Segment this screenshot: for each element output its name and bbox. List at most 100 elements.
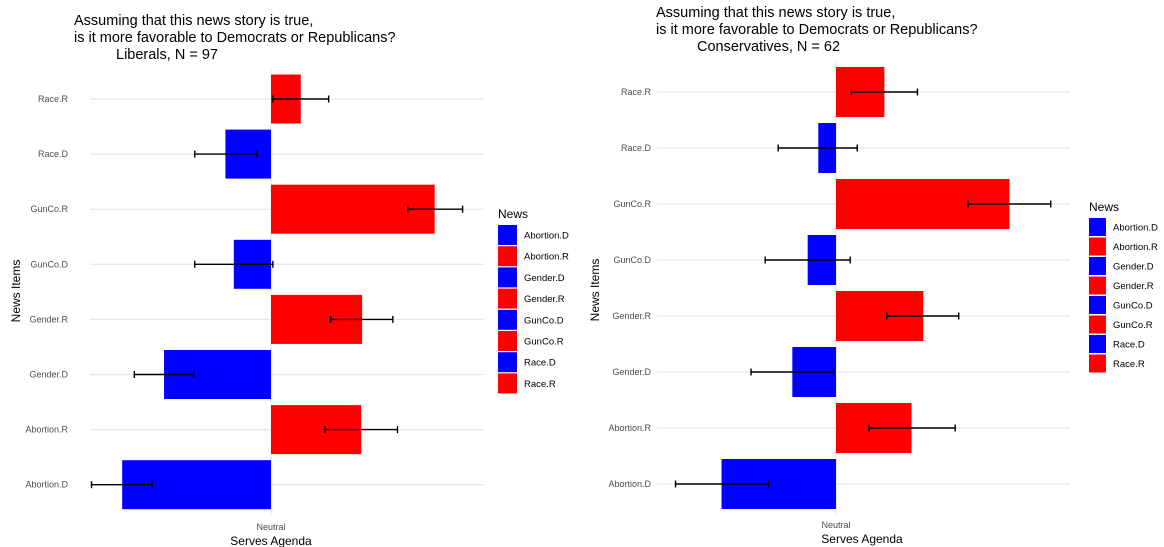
y-tick-label-abortion-r: Abortion.R: [25, 425, 68, 435]
x-axis-title: Serves Agenda: [230, 534, 312, 547]
y-tick-label-gender-r: Gender.R: [612, 311, 651, 321]
legend-swatch: [498, 288, 517, 309]
legend-item-gender-d: Gender.D: [1089, 257, 1154, 275]
legend-swatch: [498, 267, 517, 288]
legend-swatch: [498, 331, 517, 351]
error-bar-gender-r: [329, 315, 394, 323]
legend-label: Abortion.D: [524, 231, 569, 242]
legend-label: GunCo.D: [1113, 301, 1153, 312]
conservatives-chart-panel: Assuming that this news story is true, i…: [588, 5, 1158, 546]
legend-item-gender-r: Gender.R: [498, 288, 565, 309]
legend-label: Abortion.R: [524, 252, 569, 263]
legend-item-abortion-d: Abortion.D: [1089, 218, 1158, 236]
legend-item-gunco-r: GunCo.R: [1089, 315, 1153, 334]
chart-title-line-1: Assuming that this news story is true,: [656, 5, 895, 21]
error-bar-gunco-r: [407, 205, 464, 213]
y-tick-label-race-d: Race.D: [38, 149, 69, 159]
chart-title-line-3: Conservatives, N = 62: [697, 39, 840, 55]
error-bar-race-d: [777, 144, 858, 152]
legend-item-race-r: Race.R: [498, 373, 556, 394]
legend-label: Gender.D: [1113, 262, 1154, 273]
legend-item-gender-r: Gender.R: [1089, 276, 1154, 295]
legend-title: News: [498, 207, 528, 221]
legend-item-gender-d: Gender.D: [498, 267, 565, 288]
legend-label: Gender.D: [524, 273, 565, 284]
legend-label: GunCo.D: [524, 315, 564, 326]
y-tick-label-gender-d: Gender.D: [29, 370, 68, 380]
error-bar-abortion-d: [90, 481, 153, 489]
error-bar-abortion-d: [674, 480, 770, 488]
legend-item-gunco-r: GunCo.R: [498, 331, 564, 351]
legend-item-race-d: Race.D: [1089, 335, 1145, 353]
legend-label: Abortion.R: [1113, 242, 1158, 253]
x-tick-label-neutral: Neutral: [256, 522, 285, 532]
y-tick-label-gunco-d: GunCo.D: [30, 259, 68, 269]
legend-item-abortion-r: Abortion.R: [498, 246, 569, 267]
legend-title: News: [1089, 200, 1119, 214]
legend-swatch: [1089, 276, 1106, 295]
legend-label: GunCo.R: [1113, 320, 1153, 331]
y-tick-label-race-r: Race.R: [38, 94, 69, 104]
error-bar-gunco-d: [194, 260, 274, 268]
error-bar-abortion-r: [868, 424, 956, 432]
y-tick-label-gender-d: Gender.D: [612, 367, 651, 377]
bars: [122, 74, 435, 510]
legend-swatch: [498, 352, 517, 373]
legend-swatch: [1089, 296, 1106, 314]
y-axis-title: News Items: [588, 259, 602, 322]
legend-label: Race.D: [1113, 340, 1145, 351]
chart-title-line-2: is it more favorable to Democrats or Rep…: [656, 22, 978, 38]
legend-swatch: [1089, 237, 1106, 256]
legend-swatch: [1089, 354, 1106, 373]
legend-label: Gender.R: [1113, 281, 1154, 292]
bars: [721, 67, 1010, 509]
legend-swatch: [1089, 315, 1106, 334]
y-tick-label-race-d: Race.D: [621, 143, 652, 153]
error-bar-gunco-d: [764, 256, 851, 264]
error-bar-race-r: [272, 95, 330, 103]
chart-title-line-1: Assuming that this news story is true,: [74, 13, 313, 29]
x-tick-label-neutral: Neutral: [821, 520, 850, 530]
y-tick-label-gender-r: Gender.R: [29, 314, 68, 324]
error-bar-race-d: [194, 150, 258, 158]
legend-item-abortion-r: Abortion.R: [1089, 237, 1158, 256]
legend-items: Abortion.D Abortion.R Gender.D Gender.R GunC…: [498, 225, 569, 394]
legend-swatch: [1089, 218, 1106, 236]
chart-title-line-3: Liberals, N = 97: [116, 47, 218, 63]
y-tick-labels: Abortion.D Abortion.R Gender.D Gender.R GunC…: [608, 87, 651, 489]
legend-label: Race.R: [524, 379, 556, 390]
legend: News Abortion.D Abortion.R Gender.D Gender.…: [498, 207, 569, 394]
legend-swatch: [1089, 257, 1106, 275]
legend-label: GunCo.R: [524, 337, 564, 348]
legend-swatch: [498, 373, 517, 394]
y-tick-label-gunco-r: GunCo.R: [30, 204, 68, 214]
legend-swatch: [1089, 335, 1106, 353]
y-tick-label-gunco-r: GunCo.R: [613, 199, 651, 209]
legend-items: Abortion.D Abortion.R Gender.D Gender.R GunC…: [1089, 218, 1158, 373]
legend-item-race-d: Race.D: [498, 352, 556, 373]
y-tick-label-abortion-r: Abortion.R: [608, 423, 651, 433]
legend-label: Abortion.D: [1113, 223, 1158, 234]
legend-item-race-r: Race.R: [1089, 354, 1145, 373]
error-bars: [674, 88, 1052, 488]
error-bar-gender-r: [886, 312, 960, 320]
y-axis-title: News Items: [9, 260, 23, 323]
y-tick-label-abortion-d: Abortion.D: [25, 480, 68, 490]
error-bar-abortion-r: [324, 426, 399, 434]
legend-swatch: [498, 246, 517, 267]
error-bar-gender-d: [750, 368, 835, 376]
y-tick-label-abortion-d: Abortion.D: [608, 479, 651, 489]
liberals-chart-panel: Assuming that this news story is true, i…: [9, 13, 569, 547]
legend-swatch: [498, 309, 517, 330]
y-tick-label-gunco-d: GunCo.D: [613, 255, 651, 265]
error-bar-gunco-r: [967, 200, 1052, 208]
legend: News Abortion.D Abortion.R Gender.D Gender.…: [1089, 200, 1158, 373]
legend-item-abortion-d: Abortion.D: [498, 225, 569, 245]
error-bar-gender-d: [133, 371, 195, 378]
legend-label: Race.D: [524, 358, 556, 369]
legend-item-gunco-d: GunCo.D: [498, 309, 564, 330]
error-bars: [90, 95, 464, 489]
x-axis-title: Serves Agenda: [821, 532, 903, 546]
y-tick-labels: Abortion.D Abortion.R Gender.D Gender.R GunC…: [25, 94, 68, 490]
